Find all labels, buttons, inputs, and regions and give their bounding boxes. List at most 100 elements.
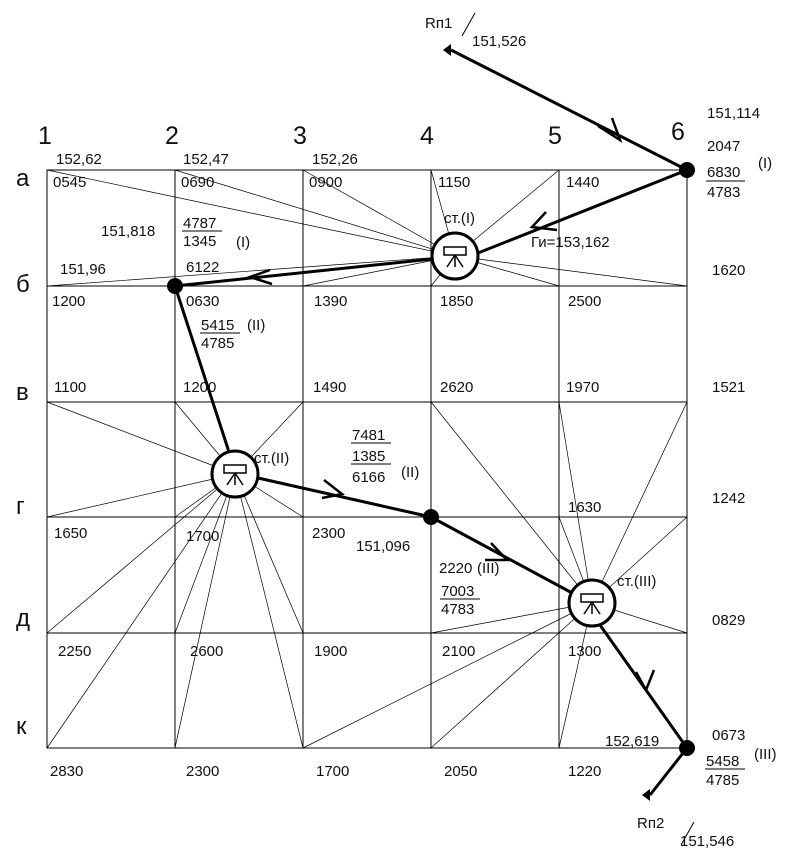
elevation-value: 151,114 (707, 105, 760, 122)
elevation-value: 152,47 (183, 151, 229, 168)
benchmark-icon (642, 789, 650, 801)
arrow-icon (634, 669, 656, 693)
row-label: а (16, 165, 30, 192)
grid-reading: 2830 (50, 763, 83, 780)
grid-reading: 1700 (186, 528, 219, 545)
grid-reading: 0829 (712, 612, 745, 629)
grid-reading: 1521 (712, 379, 745, 396)
reading-value: 4783 (441, 601, 474, 618)
reading-value: 2220 (439, 560, 472, 577)
arrow-icon (485, 542, 510, 562)
station-label: ст.(I) (444, 210, 475, 227)
sight-rays-station-3 (302, 401, 688, 749)
row-label: г (16, 493, 25, 520)
column-label: 4 (420, 122, 434, 150)
benchmark-name: Rп2 (637, 815, 664, 832)
grid-reading: 1620 (712, 262, 745, 279)
reading-value: 7003 (441, 583, 474, 600)
column-label: 6 (671, 118, 685, 146)
reading-value: 4785 (201, 335, 234, 352)
grid-reading: 1850 (440, 293, 473, 310)
grid-reading: 2500 (568, 293, 601, 310)
grid-reading: 1900 (314, 643, 347, 660)
square-grid (46, 169, 688, 749)
reading-value: 4783 (707, 184, 740, 201)
grid-reading: 1390 (314, 293, 347, 310)
grid-reading: 2600 (190, 643, 223, 660)
grid-reading: 2050 (444, 763, 477, 780)
station-1: ст.(I) (430, 210, 480, 281)
elevation-value: 152,26 (312, 151, 358, 168)
grid-reading: 1100 (54, 379, 86, 396)
station-3: ст.(III) (567, 573, 656, 628)
arrow-icon (321, 479, 345, 500)
turning-point (423, 509, 439, 525)
grid-reading: 2300 (186, 763, 219, 780)
grid-reading: 2100 (442, 643, 475, 660)
reading-tag: (I) (236, 234, 250, 251)
reading-value: 5415 (201, 317, 234, 334)
grid-reading: 1440 (566, 174, 599, 191)
reading-value: 6122 (186, 259, 219, 276)
elevation-value: 152,62 (56, 151, 102, 168)
benchmark-name: Rп1 (425, 15, 452, 32)
levelling-traverse (173, 48, 689, 796)
reading-tag: (II) (401, 464, 419, 481)
reading-value: 1385 (352, 448, 385, 465)
reading-value: 2047 (707, 138, 740, 155)
benchmark-icon (443, 44, 451, 56)
reading-tag: (II) (247, 317, 265, 334)
column-label: 3 (293, 122, 307, 150)
grid-reading: 1220 (568, 763, 601, 780)
reading-value: 7481 (352, 427, 385, 444)
turning-point (679, 162, 695, 178)
rod-readings: 2047 6830 4783 (I) 4787 1345 (I) 6122 54… (182, 138, 777, 789)
reading-tag: (III) (477, 560, 500, 577)
station-label: ст.(II) (254, 450, 289, 467)
grid-reading: 1300 (568, 643, 601, 660)
grid-reading: 1200 (52, 293, 85, 310)
traverse-leg (257, 476, 432, 519)
reading-value: 5458 (706, 753, 739, 770)
grid-reading: 0545 (53, 174, 86, 191)
reading-value: 1345 (183, 233, 216, 250)
grid-reading: 1650 (54, 525, 87, 542)
column-label: 1 (38, 122, 52, 150)
traverse-leg (450, 48, 688, 172)
grid-reading: 1630 (568, 499, 601, 516)
grid-reading: 0630 (186, 293, 219, 310)
instrument-horizon: Ги=153,162 (531, 234, 610, 251)
grid-reading: 1150 (438, 174, 470, 191)
benchmark-rp1: Rп1 151,526 (425, 12, 526, 56)
elevation-value: 151,818 (101, 223, 155, 240)
reading-value: 6830 (707, 164, 740, 181)
turning-point (167, 278, 183, 294)
turning-point (679, 740, 695, 756)
grid-reading: 0673 (712, 727, 745, 744)
column-label: 2 (165, 122, 179, 150)
grid-reading: 2250 (58, 643, 91, 660)
traverse-leg (173, 285, 231, 453)
row-label: в (16, 379, 29, 406)
elevation-value: 151,096 (356, 538, 410, 555)
grid-reading: 0900 (309, 174, 342, 191)
benchmark-elevation: 151,546 (680, 833, 734, 850)
traverse-leg (648, 747, 689, 796)
column-headers: 1 2 3 4 5 6 (38, 118, 685, 150)
grid-reading: 2620 (440, 379, 473, 396)
grid-reading: 2300 (312, 525, 345, 542)
grid-reading: 1242 (712, 490, 745, 507)
grid-reading: 1700 (316, 763, 349, 780)
row-label: д (16, 605, 30, 632)
row-label: б (16, 271, 30, 298)
column-label: 5 (548, 122, 562, 150)
grid-reading: 0690 (181, 174, 214, 191)
reading-tag: (I) (758, 155, 772, 172)
reading-value: 6166 (352, 469, 385, 486)
benchmark-elevation: 151,526 (472, 33, 526, 50)
elevations: 152,62 152,47 152,26 151,114 151,96 151,… (56, 105, 760, 750)
arrow-icon (529, 211, 558, 232)
elevation-value: 152,619 (605, 733, 659, 750)
reading-tag: (III) (754, 746, 777, 763)
